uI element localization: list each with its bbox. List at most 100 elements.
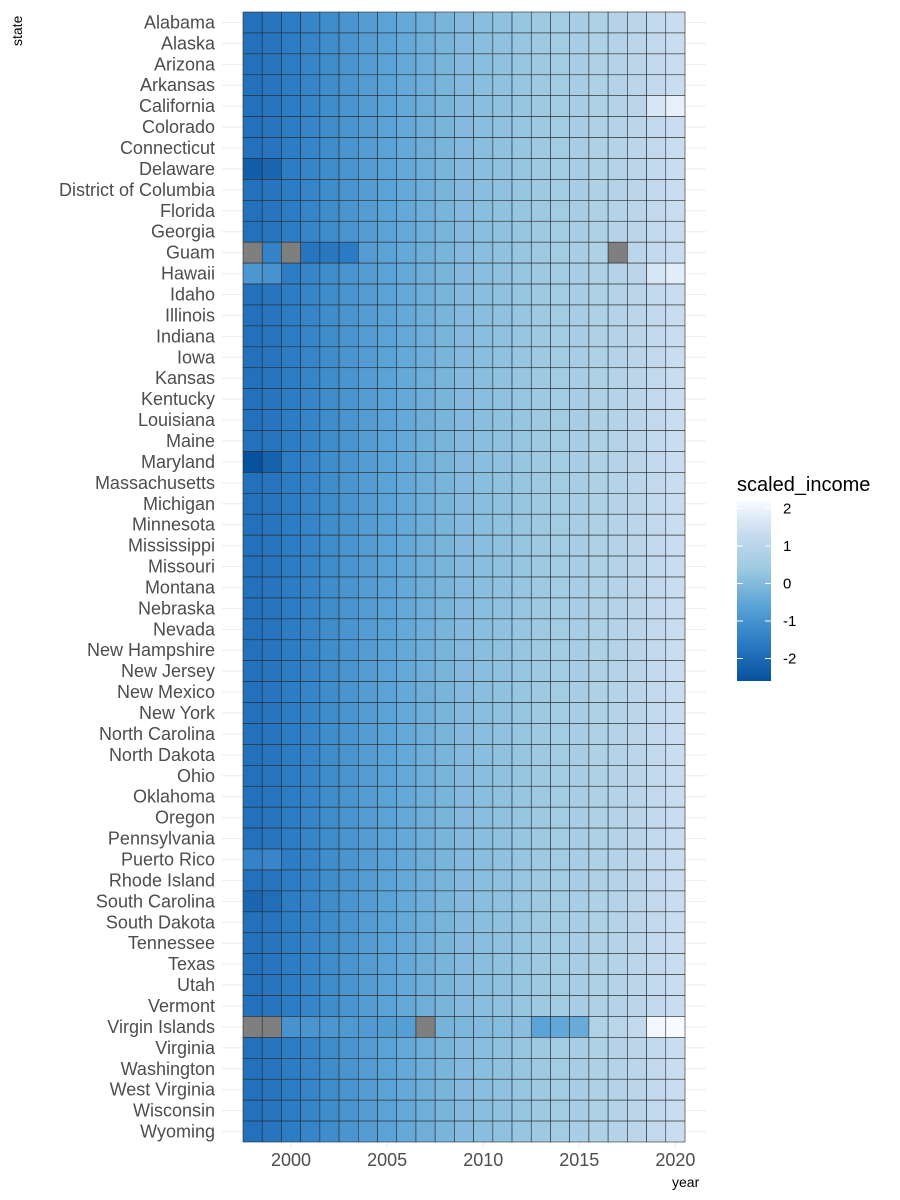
heatmap-cell	[511, 179, 532, 201]
heatmap-cell	[627, 974, 647, 996]
heatmap-cell	[242, 806, 263, 829]
heatmap-cell	[492, 723, 513, 745]
heatmap-cell	[492, 806, 513, 829]
heatmap-cell	[338, 346, 359, 369]
heatmap-cell	[319, 806, 340, 829]
heatmap-cell	[492, 1120, 513, 1143]
heatmap-cell	[300, 555, 321, 578]
heatmap-cell	[569, 723, 590, 745]
heatmap-cell	[319, 158, 340, 180]
heatmap-cell	[319, 848, 340, 871]
heatmap-cell	[338, 116, 359, 138]
heatmap-cell	[396, 325, 417, 348]
heatmap-cell	[377, 262, 398, 285]
heatmap-cell	[492, 451, 513, 473]
heatmap-cell	[434, 32, 455, 55]
heatmap-cell	[646, 346, 667, 369]
heatmap-cell	[492, 137, 513, 159]
heatmap-cell	[434, 430, 455, 452]
heatmap-cell	[511, 367, 532, 389]
heatmap-cell	[492, 618, 513, 641]
heatmap-cell	[434, 158, 455, 180]
heatmap-cell	[550, 618, 570, 641]
heatmap-cell	[319, 241, 340, 264]
heatmap-cell	[434, 848, 455, 871]
heatmap-cell	[261, 765, 282, 787]
heatmap-cell	[357, 513, 378, 536]
heatmap-cell	[607, 995, 628, 1017]
heatmap-cell	[261, 932, 282, 954]
heatmap-cell	[357, 953, 378, 975]
heatmap-cell	[415, 179, 436, 201]
heatmap-cell	[319, 639, 340, 662]
heatmap-cell	[492, 1037, 513, 1059]
heatmap-cell	[357, 576, 378, 599]
heatmap-cell	[665, 325, 686, 348]
heatmap-cell	[242, 597, 263, 620]
heatmap-cell	[588, 1016, 609, 1038]
heatmap-cell	[511, 785, 532, 808]
heatmap-cell	[261, 995, 282, 1017]
heatmap-cell	[261, 158, 282, 180]
heatmap-cell	[588, 869, 609, 892]
heatmap-cell	[377, 576, 398, 599]
heatmap-cell	[434, 241, 455, 264]
heatmap-cell	[569, 932, 590, 954]
heatmap-cell	[434, 53, 455, 76]
heatmap-cell	[454, 618, 474, 641]
heatmap-cell	[607, 869, 628, 892]
state-tick-label: Puerto Rico	[121, 850, 215, 870]
heatmap-cell	[377, 325, 398, 348]
heatmap-cell	[492, 472, 513, 494]
heatmap-cell	[569, 702, 590, 724]
heatmap-cell	[530, 200, 551, 222]
heatmap-cell	[492, 53, 513, 76]
heatmap-cell	[550, 179, 570, 201]
heatmap-cell	[492, 932, 513, 954]
heatmap-cell	[300, 911, 321, 934]
heatmap-cell	[607, 367, 628, 389]
heatmap-cell	[261, 200, 282, 222]
heatmap-cell	[396, 639, 417, 662]
heatmap-cell	[300, 220, 321, 243]
heatmap-cell	[377, 1016, 398, 1038]
heatmap-cell	[492, 367, 513, 389]
heatmap-cell	[396, 451, 417, 473]
heatmap-cell	[434, 974, 455, 996]
heatmap-cell	[319, 974, 340, 996]
heatmap-cell	[665, 409, 686, 431]
heatmap-cell	[607, 179, 628, 201]
heatmap-cell	[569, 11, 590, 34]
heatmap-cell	[550, 702, 570, 724]
heatmap-cell	[665, 744, 686, 766]
heatmap-cell	[454, 158, 474, 180]
heatmap-cell	[665, 576, 686, 599]
heatmap-cell	[377, 995, 398, 1017]
heatmap-cell	[627, 116, 647, 138]
heatmap-cell	[511, 32, 532, 55]
legend-color-bar	[737, 501, 771, 681]
heatmap-cell	[588, 283, 609, 306]
heatmap-cell	[530, 869, 551, 892]
heatmap-cell	[434, 911, 455, 934]
heatmap-cell	[281, 241, 301, 264]
heatmap-cell	[473, 1058, 494, 1080]
heatmap-cell	[627, 367, 647, 389]
heatmap-cell	[377, 179, 398, 201]
heatmap-cell	[261, 785, 282, 808]
heatmap-cell	[569, 744, 590, 766]
heatmap-cell	[300, 995, 321, 1017]
heatmap-cell	[357, 932, 378, 954]
heatmap-cell	[569, 869, 590, 892]
heatmap-cell	[454, 241, 474, 264]
heatmap-cell	[242, 702, 263, 724]
heatmap-cell	[357, 346, 378, 369]
heatmap-cell	[588, 618, 609, 641]
heatmap-cell	[357, 325, 378, 348]
heatmap-cell	[261, 639, 282, 662]
heatmap-cell	[415, 576, 436, 599]
heatmap-cell	[665, 785, 686, 808]
heatmap-cell	[569, 806, 590, 829]
heatmap-cell	[338, 492, 359, 515]
heatmap-cell	[511, 158, 532, 180]
